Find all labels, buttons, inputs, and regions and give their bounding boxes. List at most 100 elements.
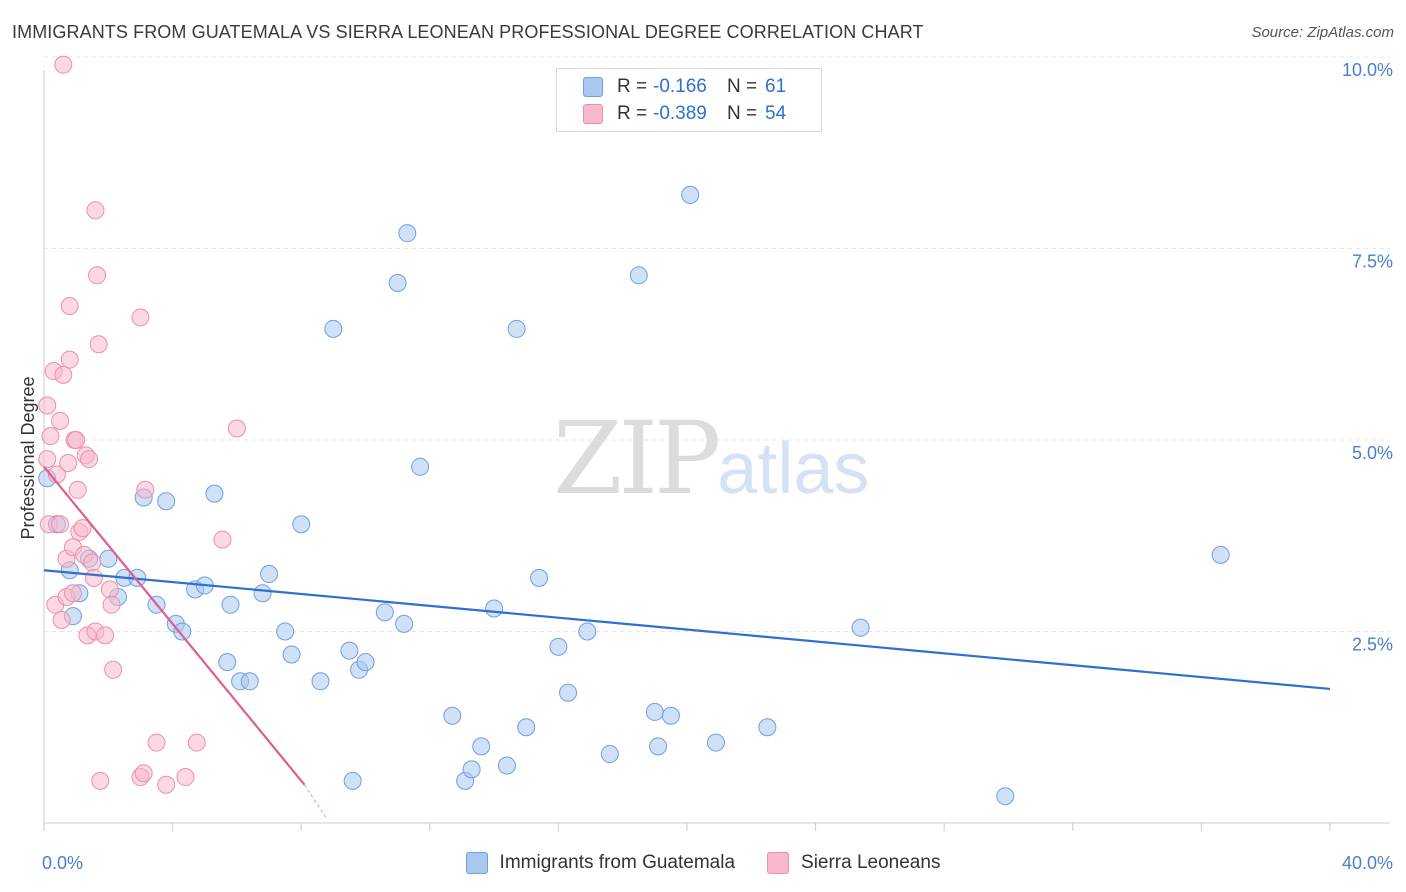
data-point xyxy=(38,450,57,469)
legend-n-value: 61 xyxy=(765,76,787,97)
legend-r-label: R = xyxy=(617,103,648,124)
axes xyxy=(43,70,1390,831)
data-point xyxy=(649,737,668,756)
legend-r-label: R = xyxy=(617,76,648,97)
y-axis-label: Professional Degree xyxy=(18,376,38,539)
data-point xyxy=(240,672,259,691)
legend-n-value: 54 xyxy=(765,103,787,124)
data-point xyxy=(51,411,70,430)
data-point xyxy=(549,637,568,656)
data-point xyxy=(136,480,155,499)
data-point xyxy=(88,266,107,285)
data-point xyxy=(84,568,103,587)
data-point xyxy=(497,756,516,775)
data-point xyxy=(86,201,105,220)
x-tick-label: 40.0% xyxy=(1342,853,1393,873)
data-point xyxy=(375,603,394,622)
data-point xyxy=(311,672,330,691)
data-point xyxy=(89,335,108,354)
data-point xyxy=(292,515,311,534)
axis-labels: 2.5% 5.0% 7.5% 10.0% 0.0% 40.0% Professional D… xyxy=(18,60,1393,873)
data-point xyxy=(600,745,619,764)
data-point xyxy=(91,771,110,790)
data-point xyxy=(218,653,237,672)
series-guatemala xyxy=(38,185,1230,806)
legend-swatch-sierra-leone xyxy=(767,852,790,874)
data-point xyxy=(60,296,79,315)
data-point xyxy=(227,419,246,438)
data-point xyxy=(60,350,79,369)
data-point xyxy=(83,553,102,572)
legend-n-label: N = xyxy=(727,76,758,97)
data-point xyxy=(68,480,87,499)
data-point xyxy=(51,515,70,534)
legend-row-sierra-leone: R = -0.389 N = 54 xyxy=(583,102,786,126)
data-point xyxy=(253,584,272,603)
data-point xyxy=(157,775,176,794)
data-point xyxy=(134,764,153,783)
legend-swatch-guatemala xyxy=(465,852,488,874)
data-point xyxy=(54,365,73,384)
data-point xyxy=(398,224,417,243)
data-point xyxy=(395,614,414,633)
y-tick-label: 2.5% xyxy=(1352,635,1393,655)
data-point xyxy=(221,595,240,614)
data-point xyxy=(276,622,295,641)
y-tick-label: 5.0% xyxy=(1352,443,1393,463)
data-point xyxy=(758,718,777,737)
trend-line-extension xyxy=(303,784,328,820)
data-point xyxy=(356,653,375,672)
data-point xyxy=(462,760,481,779)
data-point xyxy=(661,706,680,725)
data-point xyxy=(213,530,232,549)
data-point xyxy=(443,706,462,725)
legend-swatch-sierra-leone xyxy=(583,104,603,124)
legend-r-value: -0.166 xyxy=(653,76,707,97)
data-point xyxy=(157,492,176,511)
stats-legend: R = -0.166 N = 61 R = -0.389 N = 54 xyxy=(556,68,822,132)
y-tick-label: 10.0% xyxy=(1342,60,1393,80)
data-point xyxy=(205,484,224,503)
data-point xyxy=(260,565,279,584)
data-point xyxy=(324,319,343,338)
trend-line-guatemala xyxy=(43,569,1331,691)
series-legend: Immigrants from Guatemala Sierra Leonean… xyxy=(0,852,1406,874)
data-point xyxy=(100,580,119,599)
x-tick-label: 0.0% xyxy=(42,853,83,873)
data-point xyxy=(80,450,99,469)
data-point xyxy=(472,737,491,756)
data-point xyxy=(187,733,206,752)
data-point xyxy=(104,660,123,679)
data-point xyxy=(996,787,1015,806)
data-point xyxy=(340,641,359,660)
data-point xyxy=(681,185,700,204)
legend-label-guatemala: Immigrants from Guatemala xyxy=(499,852,736,873)
legend-item-sierra-leone: Sierra Leoneans xyxy=(767,852,940,874)
series-sierra-leone xyxy=(38,55,246,794)
trend-lines xyxy=(43,466,1331,820)
data-point xyxy=(147,733,166,752)
grid-lines xyxy=(44,56,1390,632)
data-point xyxy=(38,396,57,415)
data-point xyxy=(282,645,301,664)
source-credit: Source: ZipAtlas.com xyxy=(1251,24,1394,41)
data-point xyxy=(73,519,92,538)
legend-r-value: -0.389 xyxy=(653,103,707,124)
data-point xyxy=(507,319,526,338)
data-point xyxy=(176,768,195,787)
legend-row-guatemala: R = -0.166 N = 61 xyxy=(583,75,786,99)
data-point xyxy=(629,266,648,285)
data-point xyxy=(41,427,60,446)
data-point xyxy=(131,308,150,327)
data-point xyxy=(559,683,578,702)
data-point xyxy=(388,273,407,292)
data-point xyxy=(411,457,430,476)
legend-swatch-guatemala xyxy=(583,77,603,97)
data-points xyxy=(38,55,1230,806)
data-point xyxy=(96,626,115,645)
data-point xyxy=(173,622,192,641)
data-point xyxy=(67,431,86,449)
data-point xyxy=(530,568,549,587)
data-point xyxy=(517,718,536,737)
